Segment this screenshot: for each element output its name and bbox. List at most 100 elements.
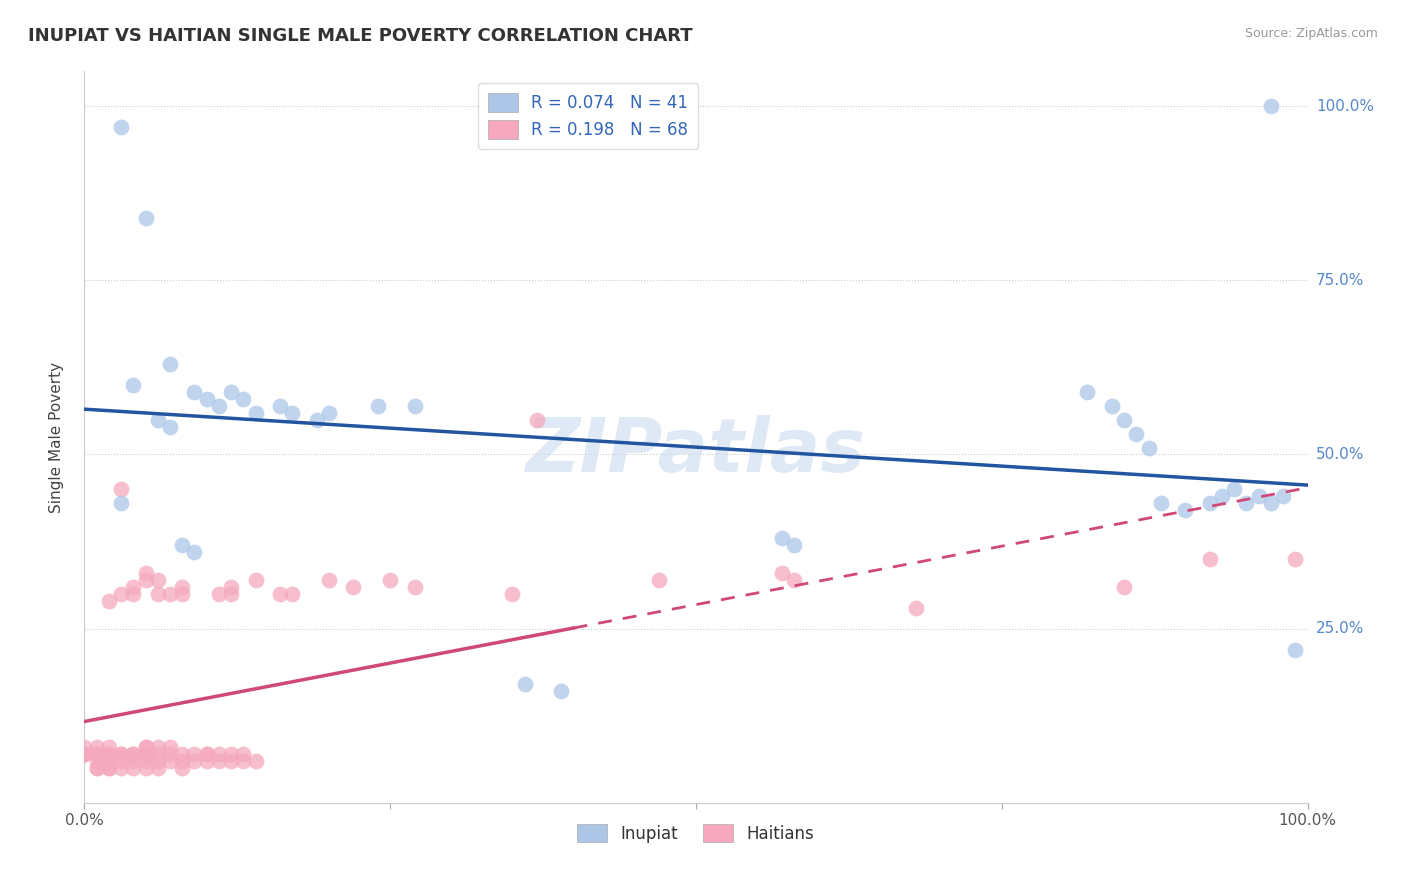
Point xyxy=(146,573,169,587)
Point xyxy=(135,747,157,761)
Point xyxy=(1284,552,1306,566)
Point xyxy=(159,587,181,601)
Point xyxy=(1125,426,1147,441)
Point xyxy=(1114,580,1136,594)
Text: ZIPatlas: ZIPatlas xyxy=(526,415,866,488)
Y-axis label: Single Male Poverty: Single Male Poverty xyxy=(49,361,63,513)
Point xyxy=(97,747,120,761)
Point xyxy=(1076,384,1098,399)
Text: 50.0%: 50.0% xyxy=(1316,447,1364,462)
Point xyxy=(232,754,254,768)
Point xyxy=(135,740,157,755)
Point xyxy=(269,399,291,413)
Point xyxy=(219,384,242,399)
Point xyxy=(183,384,205,399)
Point xyxy=(195,754,218,768)
Point xyxy=(97,747,120,761)
Point xyxy=(195,392,218,406)
Point xyxy=(122,580,145,594)
Point xyxy=(513,677,536,691)
Point xyxy=(404,399,426,413)
Point xyxy=(404,580,426,594)
Point xyxy=(159,357,181,371)
Point xyxy=(1174,503,1197,517)
Point xyxy=(783,538,806,552)
Text: Source: ZipAtlas.com: Source: ZipAtlas.com xyxy=(1244,27,1378,40)
Point xyxy=(526,412,548,426)
Point xyxy=(219,747,242,761)
Point xyxy=(159,419,181,434)
Point xyxy=(1247,489,1270,503)
Point xyxy=(318,573,340,587)
Point xyxy=(245,406,267,420)
Point xyxy=(172,538,194,552)
Point xyxy=(648,573,671,587)
Point xyxy=(1198,552,1220,566)
Point xyxy=(232,747,254,761)
Text: 25.0%: 25.0% xyxy=(1316,621,1364,636)
Point xyxy=(1236,496,1258,510)
Point xyxy=(208,754,231,768)
Point xyxy=(110,587,132,601)
Point xyxy=(135,566,157,580)
Point xyxy=(770,566,793,580)
Point xyxy=(97,761,120,775)
Point xyxy=(1114,412,1136,426)
Point xyxy=(1137,441,1160,455)
Point xyxy=(172,587,194,601)
Point xyxy=(73,747,96,761)
Point xyxy=(281,406,304,420)
Point xyxy=(97,594,120,608)
Point xyxy=(550,684,572,698)
Point xyxy=(783,573,806,587)
Point xyxy=(208,399,231,413)
Point xyxy=(905,600,928,615)
Point xyxy=(195,747,218,761)
Point xyxy=(232,392,254,406)
Point xyxy=(86,761,108,775)
Point xyxy=(159,740,181,755)
Point xyxy=(219,587,242,601)
Point xyxy=(245,573,267,587)
Point xyxy=(110,761,132,775)
Point xyxy=(219,754,242,768)
Point xyxy=(110,120,132,134)
Point xyxy=(110,747,132,761)
Point xyxy=(86,761,108,775)
Point xyxy=(1272,489,1295,503)
Point xyxy=(146,740,169,755)
Point xyxy=(183,747,205,761)
Point xyxy=(97,740,120,755)
Point xyxy=(73,747,96,761)
Point xyxy=(1223,483,1246,497)
Point xyxy=(1150,496,1173,510)
Point xyxy=(183,545,205,559)
Point xyxy=(122,377,145,392)
Point xyxy=(146,747,169,761)
Point xyxy=(122,747,145,761)
Point xyxy=(183,754,205,768)
Point xyxy=(73,747,96,761)
Legend: Inupiat, Haitians: Inupiat, Haitians xyxy=(571,817,821,849)
Point xyxy=(172,761,194,775)
Point xyxy=(1284,642,1306,657)
Point xyxy=(172,754,194,768)
Point xyxy=(146,754,169,768)
Point xyxy=(86,747,108,761)
Point xyxy=(1260,99,1282,113)
Text: 100.0%: 100.0% xyxy=(1316,99,1374,113)
Point xyxy=(305,412,328,426)
Point xyxy=(1211,489,1233,503)
Point xyxy=(135,573,157,587)
Point xyxy=(318,406,340,420)
Point xyxy=(97,761,120,775)
Point xyxy=(159,747,181,761)
Point xyxy=(208,587,231,601)
Point xyxy=(146,412,169,426)
Point xyxy=(367,399,389,413)
Point xyxy=(195,747,218,761)
Point xyxy=(380,573,402,587)
Point xyxy=(122,761,145,775)
Point xyxy=(135,747,157,761)
Point xyxy=(281,587,304,601)
